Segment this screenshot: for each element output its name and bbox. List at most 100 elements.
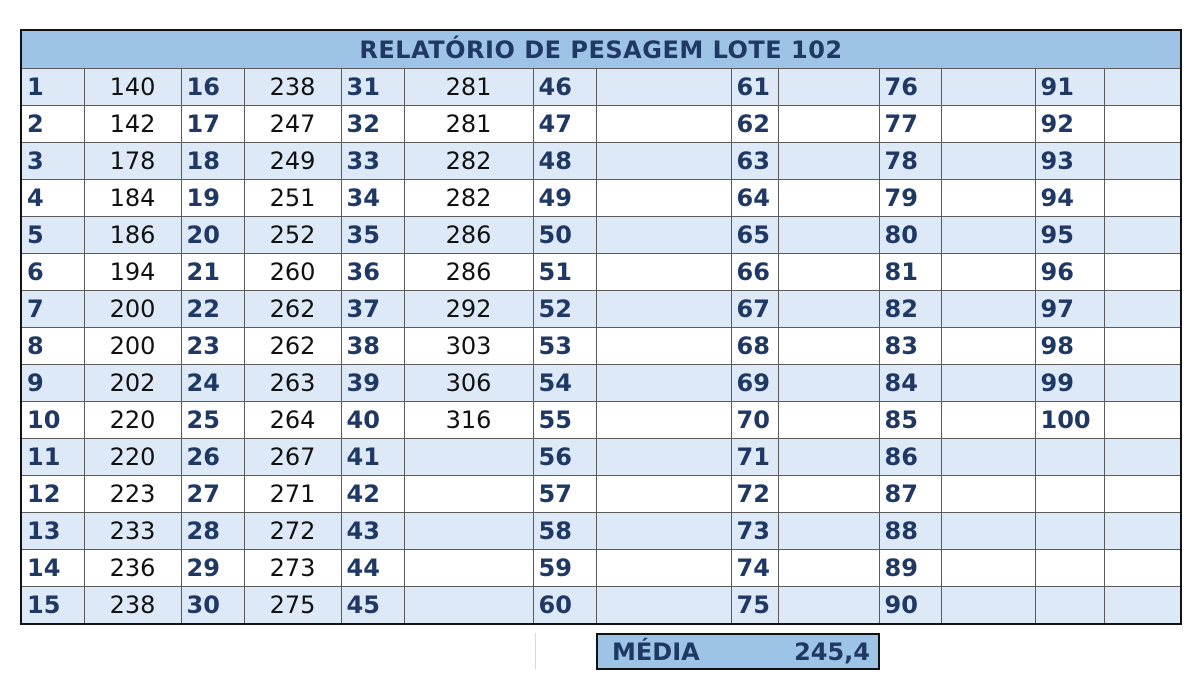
weight-cell: 202 [83,364,182,402]
animal-number-cell [1034,586,1105,625]
animal-number-cell: 32 [340,105,405,143]
weight-cell [777,549,880,587]
animal-number-cell: 16 [180,68,245,106]
animal-number-cell: 44 [340,549,405,587]
animal-number-cell: 83 [878,327,942,365]
weight-cell [403,438,534,476]
animal-number-cell: 94 [1034,179,1105,217]
cell-gridline [535,633,536,669]
animal-number-cell: 78 [878,142,942,180]
weight-cell [1103,438,1182,476]
weight-cell [777,105,880,143]
animal-number-cell: 55 [532,401,597,439]
weight-cell: 282 [403,142,534,180]
average-label: MÉDIA [612,638,700,666]
animal-number-cell: 98 [1034,327,1105,365]
table-row: 12 223 27 271 42 57 72 87 [20,475,1182,513]
animal-number-cell: 37 [340,290,405,328]
weight-cell [940,290,1036,328]
weight-cell: 200 [83,327,182,365]
weight-cell [940,327,1036,365]
weight-cell [777,512,880,550]
animal-number-cell: 26 [180,438,245,476]
weight-cell [777,179,880,217]
animal-number-cell: 30 [180,586,245,625]
animal-number-cell: 18 [180,142,245,180]
animal-number-cell: 33 [340,142,405,180]
animal-number-cell: 85 [878,401,942,439]
animal-number-cell: 42 [340,475,405,513]
animal-number-cell: 6 [20,253,85,291]
animal-number-cell: 2 [20,105,85,143]
table-row: 5 186 20 252 35 286 50 65 80 95 [20,216,1182,254]
weight-cell [940,401,1036,439]
animal-number-cell: 43 [340,512,405,550]
animal-number-cell: 64 [730,179,779,217]
weight-cell: 249 [243,142,342,180]
weight-cell [1103,216,1182,254]
weight-cell: 273 [243,549,342,587]
animal-number-cell: 96 [1034,253,1105,291]
animal-number-cell: 75 [730,586,779,625]
report-title: RELATÓRIO DE PESAGEM LOTE 102 [20,29,1182,69]
weight-cell [777,68,880,106]
animal-number-cell: 84 [878,364,942,402]
animal-number-cell: 58 [532,512,597,550]
animal-number-cell: 40 [340,401,405,439]
weight-cell [1103,142,1182,180]
animal-number-cell: 8 [20,327,85,365]
weight-cell: 286 [403,216,534,254]
weight-cell [595,179,732,217]
weight-cell: 292 [403,290,534,328]
table-row: 11 220 26 267 41 56 71 86 [20,438,1182,476]
weight-cell [940,364,1036,402]
animal-number-cell: 4 [20,179,85,217]
animal-number-cell: 31 [340,68,405,106]
weight-cell [777,253,880,291]
animal-number-cell: 70 [730,401,779,439]
animal-number-cell: 54 [532,364,597,402]
weight-cell: 178 [83,142,182,180]
weight-cell [1103,179,1182,217]
table-row: 9 202 24 263 39 306 54 69 84 99 [20,364,1182,402]
weight-cell [777,290,880,328]
animal-number-cell: 21 [180,253,245,291]
animal-number-cell: 29 [180,549,245,587]
weight-cell: 223 [83,475,182,513]
weight-cell [595,68,732,106]
weight-cell [1103,105,1182,143]
weight-cell [595,475,732,513]
weight-cell [777,438,880,476]
animal-number-cell: 57 [532,475,597,513]
animal-number-cell: 38 [340,327,405,365]
animal-number-cell: 5 [20,216,85,254]
animal-number-cell: 10 [20,401,85,439]
animal-number-cell: 93 [1034,142,1105,180]
animal-number-cell: 19 [180,179,245,217]
weight-cell [940,438,1036,476]
weight-cell: 247 [243,105,342,143]
weight-cell [940,68,1036,106]
animal-number-cell [1034,475,1105,513]
animal-number-cell: 3 [20,142,85,180]
weight-cell [777,401,880,439]
animal-number-cell: 86 [878,438,942,476]
weight-cell [1103,253,1182,291]
weight-cell [940,105,1036,143]
animal-number-cell: 62 [730,105,779,143]
average-box: MÉDIA 245,4 [596,633,880,670]
animal-number-cell: 45 [340,586,405,625]
weight-cell [1103,364,1182,402]
animal-number-cell: 28 [180,512,245,550]
table-row: 1 140 16 238 31 281 46 61 76 91 [20,68,1182,106]
weight-cell [777,475,880,513]
weight-cell: 220 [83,438,182,476]
animal-number-cell: 12 [20,475,85,513]
weight-cell: 140 [83,68,182,106]
weight-cell: 263 [243,364,342,402]
weight-cell [777,327,880,365]
animal-number-cell: 81 [878,253,942,291]
animal-number-cell: 69 [730,364,779,402]
animal-number-cell: 82 [878,290,942,328]
weight-cell: 252 [243,216,342,254]
